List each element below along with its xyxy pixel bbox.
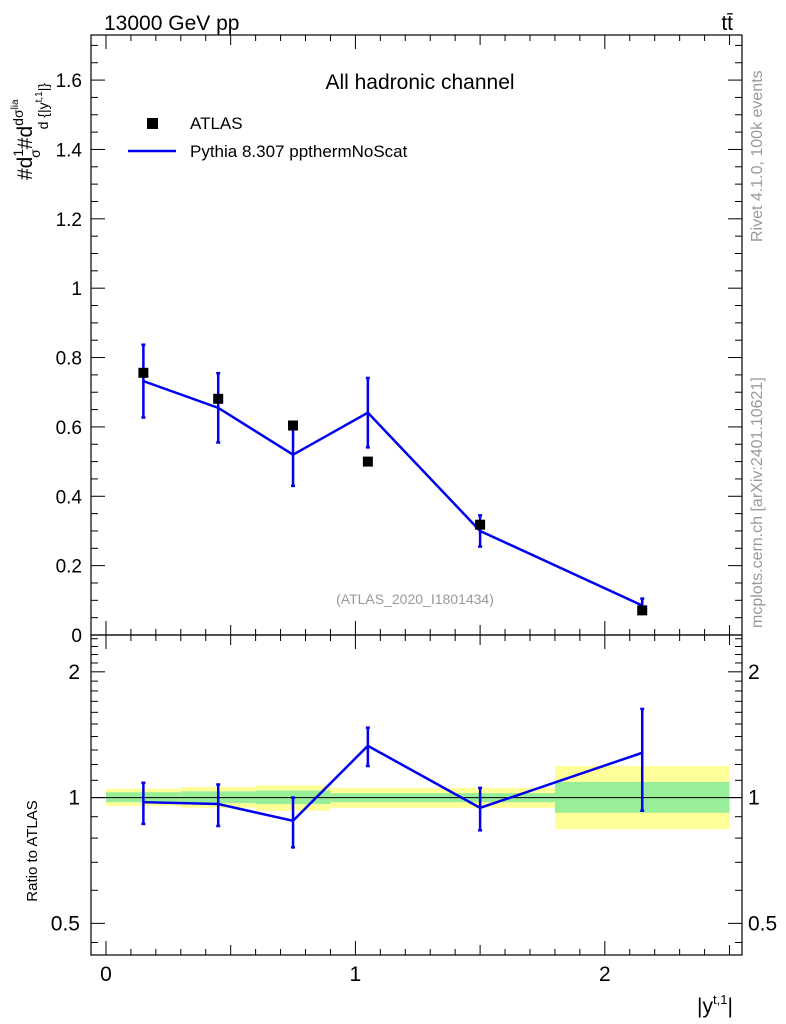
atlas-data-point [288,420,299,431]
main-y-tick-label: 1.6 [56,71,82,92]
main-frame [90,34,743,636]
ratio-y-tick-label: 0.5 [51,912,80,935]
ratio-mc-line [143,744,643,823]
header-right-label: tt̄ [721,12,733,35]
ratio-frame [90,634,743,956]
x-tick-label: 2 [599,963,611,986]
atlas-data-point [362,456,373,467]
ratio-y-tick-label-right: 2 [748,661,760,684]
atlas-data-point [213,393,224,404]
legend-atlas-label: ATLAS [190,114,243,133]
main-y-tick-label: 1.4 [56,140,83,161]
ratio-panel: 0 1 2 0.5 0.5 1 1 2 2 [51,634,777,986]
ratio-y-tick-label-right: 1 [748,787,760,810]
svg-text:|yt,1|: |yt,1| [697,992,733,1018]
main-y-axis-label: #d1σ#ddσlia d {|yt,1|} [10,83,51,180]
main-y-tick-label: 0 [71,626,82,647]
chart-title: All hadronic channel [325,71,514,94]
mcplots-label: mcplots.cern.ch [arXiv:2401.10621] [749,377,766,628]
main-y-tick-label: 1.2 [56,210,82,231]
atlas-data-point [138,367,149,378]
main-y-tick-label: 0.4 [56,487,83,508]
ratio-y-tick-label: 1 [68,787,80,810]
main-panel: 0 0.2 0.4 0.6 0.8 1 1.2 1.4 1.6 [56,34,743,647]
main-y-tick-label: 0.6 [56,418,82,439]
mc-line [142,379,643,607]
rivet-label: Rivet 4.1.0, 100k events [749,70,766,242]
atlas-data-point [637,605,648,616]
header-left-label: 13000 GeV pp [104,12,239,35]
x-tick-label: 1 [350,963,362,986]
analysis-id-label: (ATLAS_2020_I1801434) [336,591,494,607]
x-tick-label: 0 [100,963,112,986]
legend: ATLAS Pythia 8.307 ppthermNoScat [128,114,408,161]
x-axis-label: |yt,1| [697,992,733,1018]
legend-pythia-label: Pythia 8.307 ppthermNoScat [190,142,408,161]
ratio-y-tick-label: 2 [68,661,80,684]
ratio-y-tick-label-right: 0.5 [748,912,777,935]
main-y-tick-label: 0.2 [56,557,82,578]
main-y-tick-label: 0.8 [56,349,82,370]
main-y-tick-label: 1 [71,279,82,300]
legend-atlas-marker [147,118,158,129]
ratio-y-axis-label: Ratio to ATLAS [24,800,41,901]
atlas-data-point [475,519,486,530]
